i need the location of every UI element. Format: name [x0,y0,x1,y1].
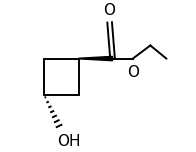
Text: O: O [127,65,139,80]
Text: O: O [103,3,115,18]
Polygon shape [79,56,113,61]
Text: OH: OH [57,134,81,149]
